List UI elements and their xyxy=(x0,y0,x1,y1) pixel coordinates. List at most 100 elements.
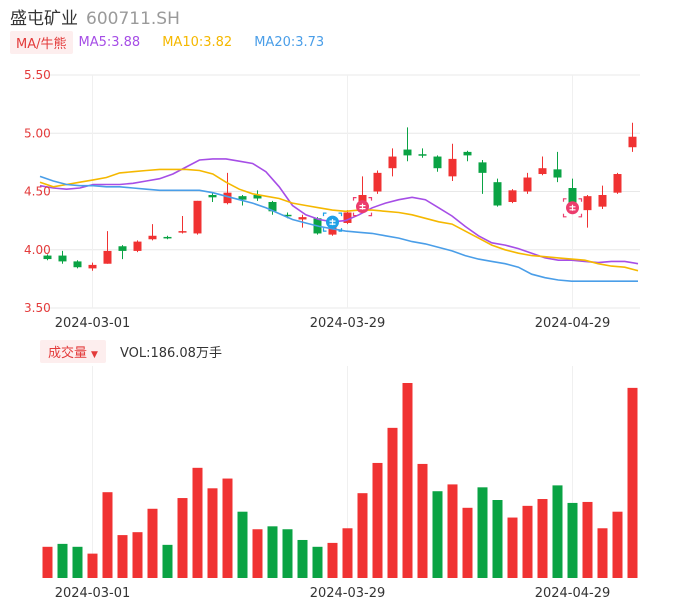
candle[interactable] xyxy=(388,148,397,177)
candle[interactable] xyxy=(103,231,112,264)
candle[interactable] xyxy=(448,143,457,182)
volume-bar[interactable] xyxy=(417,463,428,578)
candle-body xyxy=(283,214,292,217)
candle-body xyxy=(373,172,382,192)
volume-bar[interactable] xyxy=(402,383,413,578)
candle[interactable] xyxy=(613,172,622,194)
volume-bar[interactable] xyxy=(42,546,53,578)
volume-bar[interactable] xyxy=(177,498,188,578)
volume-bar[interactable] xyxy=(582,501,593,578)
candle[interactable] xyxy=(418,148,427,158)
candle[interactable] xyxy=(118,245,127,260)
candle[interactable] xyxy=(268,200,277,215)
volume-bar[interactable] xyxy=(132,532,143,578)
volume-bar[interactable] xyxy=(222,478,233,578)
bear-signal-icon[interactable] xyxy=(322,212,343,232)
volume-bar[interactable] xyxy=(552,485,563,578)
bull-signal-icon[interactable] xyxy=(562,198,583,218)
candle[interactable] xyxy=(88,262,97,271)
caret-down-icon: ▼ xyxy=(91,349,98,360)
candle[interactable] xyxy=(163,235,172,240)
volume-bar[interactable] xyxy=(327,542,338,578)
candle[interactable] xyxy=(343,210,352,225)
candle[interactable] xyxy=(403,127,412,162)
candle[interactable] xyxy=(478,160,487,194)
candle-body xyxy=(388,156,397,169)
volume-chart[interactable]: 2024-03-01 2024-03-29 2024-04-29 xyxy=(0,366,686,606)
candle[interactable] xyxy=(253,190,262,201)
volume-bar[interactable] xyxy=(267,526,278,578)
candle[interactable] xyxy=(463,150,472,162)
volume-bar[interactable] xyxy=(372,462,383,578)
volume-bar[interactable] xyxy=(57,543,68,578)
candle[interactable] xyxy=(178,215,187,234)
volume-bar[interactable] xyxy=(72,546,83,578)
candle-body xyxy=(358,194,367,205)
price-y-tick-label: 5.00 xyxy=(24,126,51,140)
volume-bar[interactable] xyxy=(432,491,443,578)
volume-bar[interactable] xyxy=(87,553,98,578)
price-chart[interactable]: 5.50 5.00 4.50 4.00 3.50 2024-03-01 2024-03-29… xyxy=(0,0,686,330)
ma10-legend: MA10:3.82 xyxy=(162,34,233,50)
candle[interactable] xyxy=(583,194,592,228)
candle[interactable] xyxy=(493,178,502,207)
candle-body xyxy=(613,174,622,193)
candle-body xyxy=(628,136,637,148)
candle[interactable] xyxy=(433,155,442,172)
candle[interactable] xyxy=(148,224,157,241)
volume-bar[interactable] xyxy=(477,487,488,578)
candle[interactable] xyxy=(508,189,517,204)
volume-bar[interactable] xyxy=(312,546,323,578)
candle-body xyxy=(193,200,202,234)
candle-body xyxy=(163,236,172,239)
candle[interactable] xyxy=(223,172,232,205)
candle[interactable] xyxy=(553,151,562,183)
volume-bar[interactable] xyxy=(297,539,308,578)
volume-bar[interactable] xyxy=(612,511,623,578)
price-y-tick-label: 4.50 xyxy=(24,185,51,199)
candle[interactable] xyxy=(43,254,52,261)
volume-bar[interactable] xyxy=(162,544,173,578)
volume-indicator-tab[interactable]: 成交量 ▼ xyxy=(40,339,106,363)
candle[interactable] xyxy=(208,192,217,202)
candle[interactable] xyxy=(523,172,532,194)
volume-bar[interactable] xyxy=(117,535,128,578)
volume-bar[interactable] xyxy=(507,517,518,578)
volume-bar[interactable] xyxy=(597,528,608,578)
candle[interactable] xyxy=(298,214,307,228)
candle[interactable] xyxy=(73,260,82,269)
candle-body xyxy=(58,255,67,262)
candle[interactable] xyxy=(58,250,67,264)
candle[interactable] xyxy=(133,240,142,253)
candle[interactable] xyxy=(193,200,202,235)
volume-bar[interactable] xyxy=(462,507,473,578)
candle[interactable] xyxy=(628,122,637,152)
volume-bar[interactable] xyxy=(627,387,638,578)
candle-body xyxy=(223,192,232,204)
volume-bar[interactable] xyxy=(567,502,578,578)
volume-bar[interactable] xyxy=(357,493,368,578)
volume-bar[interactable] xyxy=(537,499,548,578)
candle[interactable] xyxy=(373,170,382,194)
ma-indicator-tab[interactable]: MA/牛熊 xyxy=(10,30,73,54)
candle[interactable] xyxy=(598,185,607,209)
volume-x-tick-label: 2024-04-29 xyxy=(535,586,611,601)
price-y-tick-label: 5.50 xyxy=(24,68,51,82)
volume-bar[interactable] xyxy=(147,508,158,578)
volume-bar[interactable] xyxy=(102,492,113,578)
volume-bar[interactable] xyxy=(492,500,503,578)
volume-bar[interactable] xyxy=(447,484,458,578)
volume-bar[interactable] xyxy=(282,529,293,578)
volume-bar[interactable] xyxy=(237,511,248,578)
bull-signal-icon[interactable] xyxy=(352,197,373,217)
volume-bar[interactable] xyxy=(192,467,203,578)
volume-bar[interactable] xyxy=(207,488,218,578)
candle[interactable] xyxy=(538,156,547,176)
volume-bar[interactable] xyxy=(387,427,398,578)
volume-bar[interactable] xyxy=(252,529,263,578)
stock-name: 盛屯矿业 xyxy=(10,9,78,29)
volume-bar[interactable] xyxy=(522,505,533,578)
volume-x-tick-label: 2024-03-29 xyxy=(310,586,386,601)
signal-bracket xyxy=(352,197,373,217)
volume-bar[interactable] xyxy=(342,528,353,578)
